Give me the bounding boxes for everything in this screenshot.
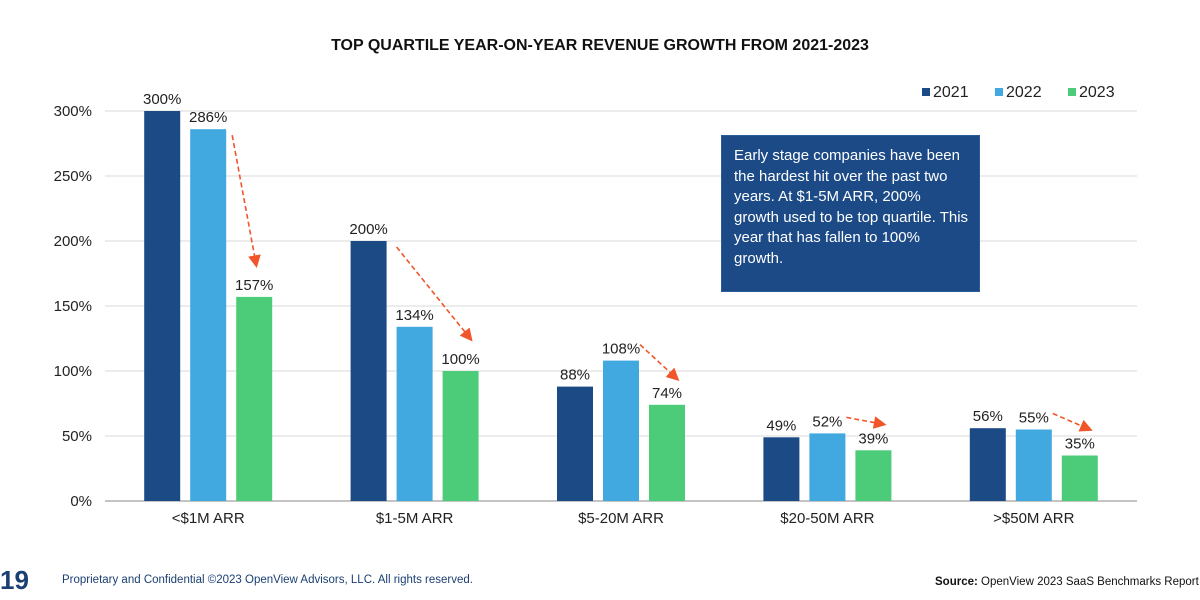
y-tick-label: 200% [54, 233, 92, 250]
data-label: 108% [602, 341, 640, 358]
chart-title: TOP QUARTILE YEAR-ON-YEAR REVENUE GROWTH… [331, 37, 869, 54]
y-tick-label: 300% [54, 103, 92, 120]
legend-label: 2023 [1079, 84, 1115, 101]
bar-2022 [603, 360, 639, 501]
bar-2022 [190, 129, 227, 501]
data-label: 35% [1065, 436, 1095, 453]
bar-2022 [1015, 429, 1052, 501]
y-tick-label: 100% [54, 363, 92, 380]
y-tick-label: 250% [54, 168, 92, 185]
page-number: 19 [0, 565, 29, 595]
source-note: Source: OpenView 2023 SaaS Benchmarks Re… [935, 576, 1199, 588]
x-tick-label: $1-5M ARR [376, 510, 454, 527]
x-tick-label: <$1M ARR [172, 510, 245, 527]
y-tick-label: 50% [62, 428, 92, 445]
data-label: 88% [560, 367, 590, 384]
trend-arrow [231, 135, 261, 269]
data-label: 200% [349, 221, 387, 238]
trend-arrow [1052, 412, 1093, 432]
data-label: 300% [143, 91, 181, 108]
legend-label: 2021 [933, 84, 969, 101]
x-tick-label: >$50M ARR [993, 510, 1074, 527]
bar-2023 [236, 296, 273, 501]
legend-swatch-2023 [1068, 88, 1076, 96]
trend-arrow [639, 344, 680, 381]
bar-2023 [1061, 455, 1098, 501]
data-label: 157% [235, 277, 273, 294]
data-label: 100% [441, 351, 479, 368]
data-label: 39% [858, 430, 888, 447]
data-label: 56% [973, 408, 1003, 425]
bar-2022 [396, 326, 433, 501]
y-tick-label: 150% [54, 298, 92, 315]
bar-2022 [809, 433, 846, 501]
data-label: 286% [189, 109, 227, 126]
y-tick-label: 0% [70, 493, 92, 510]
bar-2023 [442, 371, 479, 501]
data-label: 74% [652, 385, 682, 402]
data-label: 55% [1019, 410, 1049, 427]
bar-2021 [763, 437, 800, 501]
legend-swatch-2022 [995, 88, 1003, 96]
legend-swatch-2021 [922, 88, 930, 96]
bar-2021 [969, 428, 1006, 501]
copyright-text: Proprietary and Confidential ©2023 OpenV… [62, 574, 473, 586]
bar-2023 [649, 404, 685, 501]
data-label: 49% [766, 417, 796, 434]
x-tick-label: $5-20M ARR [578, 510, 664, 527]
data-label: 52% [812, 413, 842, 430]
bar-2021 [144, 111, 181, 501]
annotation-box: Early stage companies have been the hard… [721, 135, 980, 292]
trend-arrow [846, 416, 887, 429]
trend-arrow [395, 246, 473, 342]
bar-2021 [350, 241, 387, 501]
legend-label: 2022 [1006, 84, 1042, 101]
bar-2023 [855, 450, 892, 501]
bar-2021 [557, 386, 593, 501]
source-label: Source: [935, 576, 978, 588]
source-text: OpenView 2023 SaaS Benchmarks Report [981, 576, 1199, 588]
data-label: 134% [395, 307, 433, 324]
x-tick-label: $20-50M ARR [780, 510, 874, 527]
